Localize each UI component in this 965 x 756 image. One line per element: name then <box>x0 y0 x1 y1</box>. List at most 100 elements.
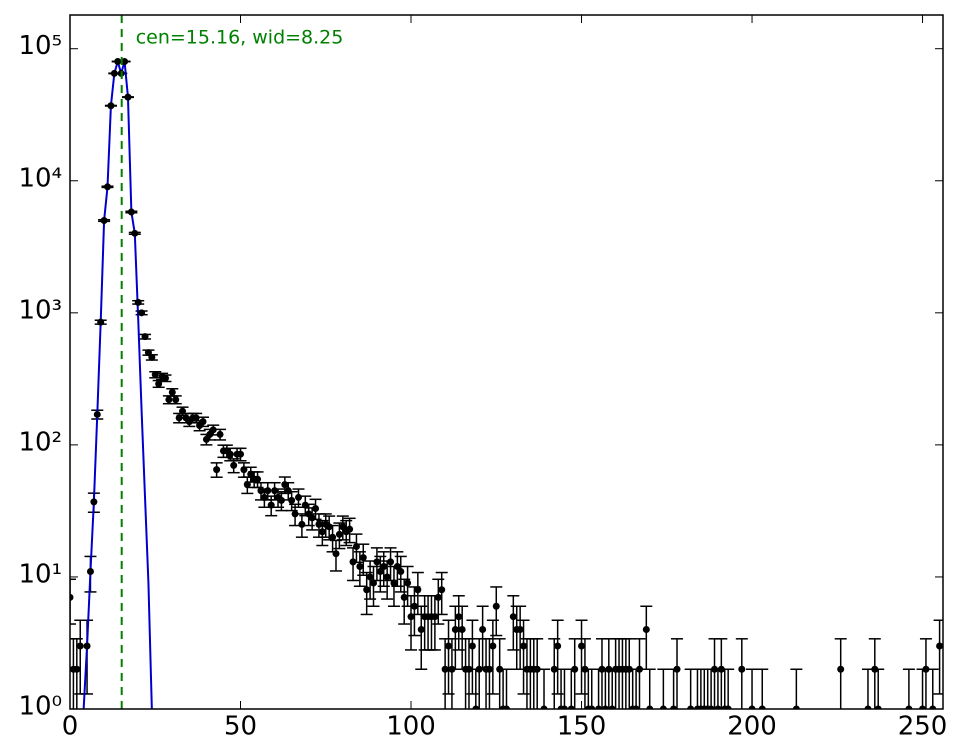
data-point <box>148 353 156 361</box>
data-point <box>294 493 302 501</box>
data-point <box>711 665 719 673</box>
data-point <box>758 705 766 709</box>
y-tick-label: 10⁴ <box>18 163 62 193</box>
data-point <box>104 183 112 191</box>
data-point <box>161 374 169 382</box>
data-point <box>659 705 667 709</box>
data-point <box>714 705 722 709</box>
x-tick-label: 250 <box>898 712 948 742</box>
data-point <box>124 93 132 101</box>
data-point <box>100 217 108 225</box>
data-point <box>298 520 306 528</box>
data-point <box>141 333 149 341</box>
data-point <box>243 481 251 489</box>
data-point <box>509 613 517 621</box>
data-point <box>213 466 221 474</box>
data-point <box>608 705 616 709</box>
data-point <box>202 435 210 443</box>
data-point <box>370 579 378 587</box>
data-point <box>451 625 459 633</box>
data-point <box>496 665 504 673</box>
data-point <box>922 665 930 673</box>
data-point <box>230 461 238 469</box>
data-point <box>410 602 418 610</box>
data-point <box>642 625 650 633</box>
data-point <box>438 586 446 594</box>
data-point <box>366 573 374 581</box>
data-point <box>581 665 589 673</box>
data-point <box>520 642 528 650</box>
data-point <box>277 496 285 504</box>
data-point <box>284 487 292 495</box>
data-point <box>554 642 562 650</box>
data-point <box>404 579 412 587</box>
data-point <box>503 705 510 709</box>
data-point <box>871 665 879 673</box>
data-point <box>414 586 422 594</box>
y-tick-label: 10⁰ <box>18 692 62 722</box>
data-point <box>492 602 500 610</box>
data-point <box>373 558 381 566</box>
data-point <box>247 470 255 478</box>
data-point <box>479 625 487 633</box>
data-point <box>434 593 442 601</box>
data-point <box>73 665 81 673</box>
data-point <box>83 642 91 650</box>
data-point <box>346 525 354 533</box>
data-point <box>114 58 122 66</box>
data-point <box>550 665 558 673</box>
data-point <box>673 665 681 673</box>
data-point <box>605 665 613 673</box>
data-point <box>738 665 746 673</box>
plot-area <box>70 15 943 709</box>
x-tick-label: 50 <box>224 712 257 742</box>
data-point <box>110 69 118 77</box>
data-point <box>308 514 316 522</box>
data-point <box>260 493 268 501</box>
data-point <box>560 705 568 709</box>
data-point <box>588 705 596 709</box>
data-point <box>489 642 497 650</box>
axes-frame <box>69 14 944 710</box>
data-point <box>86 567 94 575</box>
data-point <box>237 450 245 458</box>
data-point <box>936 642 943 650</box>
data-point <box>271 487 279 495</box>
data-point <box>929 705 937 709</box>
data-point <box>717 665 725 673</box>
data-point <box>312 504 320 512</box>
data-point <box>598 665 606 673</box>
data-point <box>400 593 408 601</box>
data-point <box>601 705 609 709</box>
data-point <box>352 543 360 551</box>
data-point <box>458 625 466 633</box>
data-point <box>254 475 262 483</box>
data-point <box>707 705 715 709</box>
data-point <box>441 665 449 673</box>
data-point <box>291 510 299 518</box>
x-tick-label: 0 <box>62 712 79 742</box>
data-point <box>874 705 882 709</box>
data-point <box>318 528 326 536</box>
data-point <box>199 418 207 426</box>
data-point <box>448 665 456 673</box>
data-point <box>632 705 640 709</box>
data-point <box>540 705 548 709</box>
data-point <box>175 414 183 422</box>
data-point <box>335 530 343 538</box>
data-point <box>864 705 872 709</box>
data-point <box>107 102 115 110</box>
data-point <box>383 573 391 581</box>
data-point <box>192 414 200 422</box>
data-point <box>172 396 180 404</box>
data-point <box>267 501 275 509</box>
data-point <box>151 371 159 379</box>
data-point <box>70 593 74 601</box>
data-point <box>216 430 224 438</box>
data-point <box>359 554 367 562</box>
data-point <box>93 410 101 418</box>
data-point <box>264 487 272 495</box>
data-point <box>687 705 695 709</box>
